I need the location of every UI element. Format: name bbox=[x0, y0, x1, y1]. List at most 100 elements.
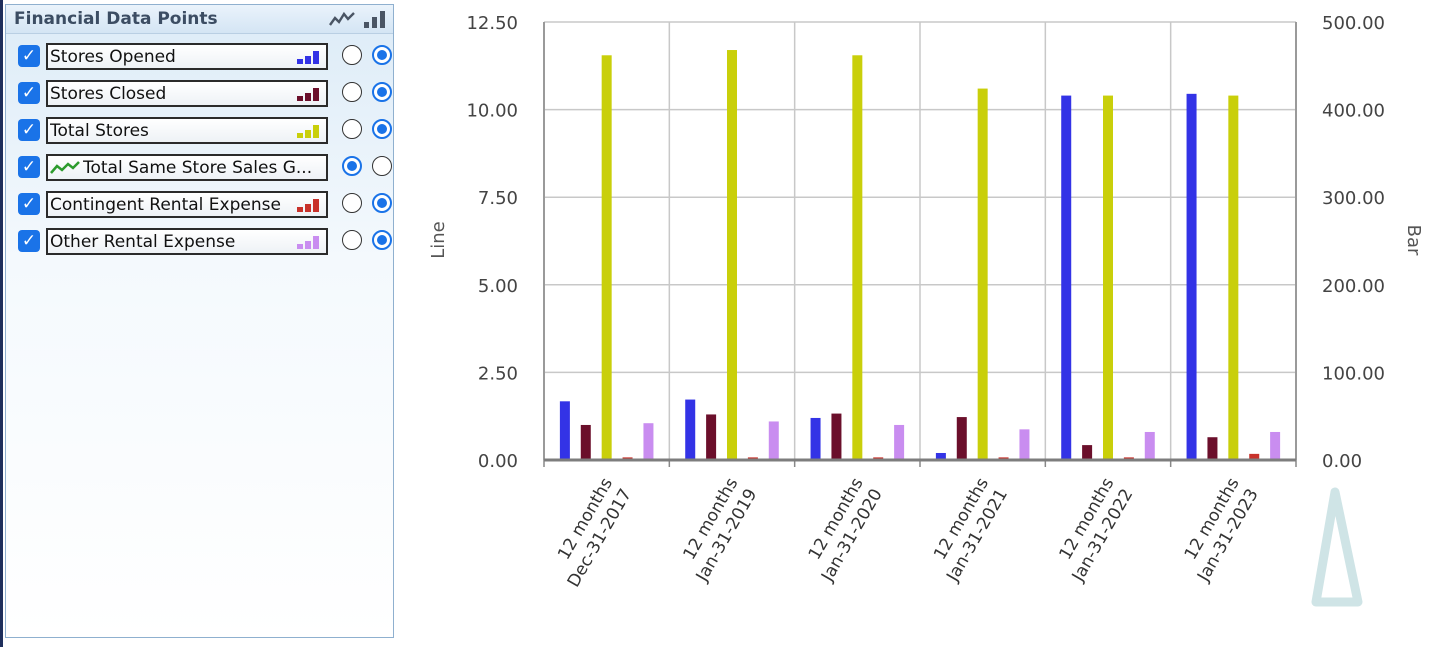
chart-axes: 0.00 0.00 2.50 100.00 5.00 200.00 7.50 300.00 10… bbox=[466, 13, 1385, 472]
left-tick-label: 5.00 bbox=[478, 276, 518, 297]
bar bbox=[768, 421, 779, 460]
line-series-icon bbox=[50, 160, 80, 174]
bar bbox=[831, 413, 842, 460]
panel-title: Financial Data Points bbox=[14, 9, 218, 29]
bar bbox=[1061, 95, 1072, 461]
bar bbox=[977, 88, 988, 461]
bar bbox=[956, 417, 967, 460]
bar bbox=[559, 401, 570, 460]
data-point-label-box[interactable]: Total Stores bbox=[46, 117, 328, 144]
bar bbox=[810, 417, 821, 460]
chart-bars bbox=[559, 50, 1281, 461]
bar bbox=[935, 452, 946, 460]
watermark-logo bbox=[1311, 487, 1363, 607]
left-tick-label: 7.50 bbox=[478, 188, 518, 209]
checkbox-stores-closed[interactable]: ✓ bbox=[18, 82, 40, 104]
right-tick-label: 500.00 bbox=[1322, 13, 1385, 34]
bar bbox=[894, 424, 905, 460]
data-point-label: Total Same Store Sales G... bbox=[83, 157, 313, 178]
x-tick-label: 12 monthsJan-31-2020 bbox=[798, 474, 887, 586]
bar bbox=[1082, 445, 1093, 460]
x-tick-label: 12 monthsJan-31-2021 bbox=[923, 474, 1012, 586]
left-tick-label: 10.00 bbox=[466, 101, 518, 122]
bar bbox=[1270, 431, 1281, 460]
x-axis-labels: 12 monthsDec-31-2017 12 monthsJan-31-2019… bbox=[545, 474, 1263, 590]
x-tick-label: 12 monthsDec-31-2017 bbox=[545, 474, 636, 590]
bar-axis-radio[interactable] bbox=[372, 119, 392, 139]
bar-series-icon bbox=[297, 50, 319, 64]
data-point-label: Stores Opened bbox=[50, 46, 176, 67]
bar-axis-radio[interactable] bbox=[372, 230, 392, 250]
bar bbox=[1207, 437, 1218, 460]
line-axis-radio[interactable] bbox=[342, 119, 362, 139]
x-tick-label: 12 monthsJan-31-2019 bbox=[673, 474, 762, 586]
line-axis-radio[interactable] bbox=[342, 230, 362, 250]
right-tick-label: 300.00 bbox=[1322, 188, 1385, 209]
bar bbox=[1228, 95, 1239, 461]
line-chart-icon[interactable] bbox=[329, 11, 355, 27]
line-axis-radio[interactable] bbox=[342, 156, 362, 176]
bar bbox=[1019, 429, 1030, 460]
left-tick-label: 0.00 bbox=[478, 451, 518, 472]
data-point-label-box[interactable]: Contingent Rental Expense bbox=[46, 191, 328, 218]
data-point-label: Other Rental Expense bbox=[50, 231, 236, 252]
line-axis-radio[interactable] bbox=[342, 82, 362, 102]
x-tick-label: 12 monthsJan-31-2022 bbox=[1049, 474, 1138, 586]
left-tick-label: 2.50 bbox=[478, 363, 518, 384]
data-point-label: Total Stores bbox=[50, 120, 149, 141]
bar-series-icon bbox=[297, 235, 319, 249]
chart-grid bbox=[543, 21, 1297, 461]
bar bbox=[580, 424, 591, 460]
checkbox-total-stores[interactable]: ✓ bbox=[18, 119, 40, 141]
checkbox-stores-opened[interactable]: ✓ bbox=[18, 45, 40, 67]
checkbox-same-store-sales[interactable]: ✓ bbox=[18, 156, 40, 178]
right-axis-title: Bar bbox=[1403, 225, 1424, 256]
data-point-row-stores-opened: ✓ Stores Opened bbox=[16, 43, 392, 71]
x-tick-label: 12 monthsJan-31-2023 bbox=[1174, 474, 1263, 586]
bar bbox=[706, 414, 717, 460]
checkbox-contingent-rental[interactable]: ✓ bbox=[18, 193, 40, 215]
left-tick-label: 12.50 bbox=[466, 13, 518, 34]
left-axis-title: Line bbox=[428, 221, 449, 259]
data-point-label: Contingent Rental Expense bbox=[50, 194, 281, 215]
bar bbox=[1103, 95, 1113, 461]
data-point-row-total-stores: ✓ Total Stores bbox=[16, 117, 392, 145]
financial-chart: 0.00 0.00 2.50 100.00 5.00 200.00 7.50 300.00 10… bbox=[428, 13, 1424, 607]
right-tick-label: 100.00 bbox=[1322, 363, 1385, 384]
data-point-label-box[interactable]: Stores Opened bbox=[46, 43, 328, 70]
right-tick-label: 200.00 bbox=[1322, 276, 1385, 297]
bar bbox=[685, 399, 696, 460]
bar bbox=[643, 423, 654, 460]
bar bbox=[1186, 93, 1197, 460]
data-point-row-other-rental: ✓ Other Rental Expense bbox=[16, 228, 392, 256]
bar-axis-radio[interactable] bbox=[372, 193, 392, 213]
bar-chart-icon[interactable] bbox=[363, 10, 387, 28]
bar-series-icon bbox=[297, 124, 319, 138]
data-point-row-same-store-sales: ✓ Total Same Store Sales G... bbox=[16, 154, 392, 182]
right-tick-label: 0.00 bbox=[1322, 451, 1362, 472]
panel-header: Financial Data Points bbox=[6, 5, 393, 34]
data-point-label-box[interactable]: Other Rental Expense bbox=[46, 228, 328, 255]
checkbox-other-rental[interactable]: ✓ bbox=[18, 230, 40, 252]
bar bbox=[727, 50, 737, 460]
data-point-label-box[interactable]: Stores Closed bbox=[46, 80, 328, 107]
bar bbox=[601, 55, 612, 461]
bar-axis-radio[interactable] bbox=[372, 45, 392, 65]
bar bbox=[1249, 453, 1260, 460]
bar bbox=[1144, 431, 1155, 460]
data-point-label-box[interactable]: Total Same Store Sales G... bbox=[46, 154, 328, 181]
data-point-row-stores-closed: ✓ Stores Closed bbox=[16, 80, 392, 108]
line-axis-radio[interactable] bbox=[342, 193, 362, 213]
right-tick-label: 400.00 bbox=[1322, 101, 1385, 122]
window-left-edge bbox=[0, 0, 3, 647]
header-icons bbox=[329, 10, 387, 28]
bar bbox=[852, 55, 863, 461]
bar-series-icon bbox=[297, 87, 319, 101]
line-axis-radio[interactable] bbox=[342, 45, 362, 65]
data-point-row-contingent-rental: ✓ Contingent Rental Expense bbox=[16, 191, 392, 219]
bar-axis-radio[interactable] bbox=[372, 156, 392, 176]
bar-series-icon bbox=[297, 198, 319, 212]
bar-axis-radio[interactable] bbox=[372, 82, 392, 102]
data-point-label: Stores Closed bbox=[50, 83, 167, 104]
financial-data-points-panel: Financial Data Points ✓ Stores Opened ✓ … bbox=[5, 4, 394, 638]
